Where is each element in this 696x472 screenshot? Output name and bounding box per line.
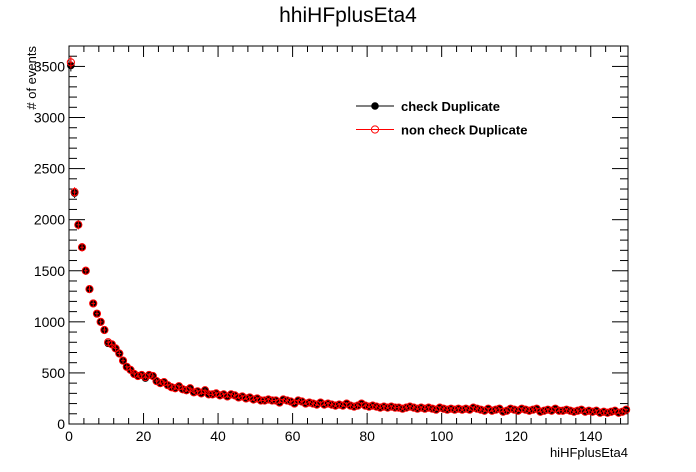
data-point: [74, 220, 83, 229]
data-point: [100, 325, 109, 335]
chart-title: hhiHFplusEta4: [279, 4, 417, 27]
data-point: [77, 243, 87, 252]
y-tick-label: 3500: [34, 58, 65, 74]
y-tick-label: 2000: [34, 212, 65, 228]
y-tick-label: 2500: [34, 161, 65, 177]
x-tick-label: 20: [136, 428, 152, 444]
x-axis-label: hiHFplusEta4: [550, 445, 628, 460]
x-tick-label: 120: [505, 428, 529, 444]
x-tick-label: 60: [285, 428, 301, 444]
x-tick-label: 0: [65, 428, 73, 444]
legend-marker: [370, 125, 380, 134]
x-tick-label: 100: [430, 428, 454, 444]
x-tick-label: 80: [359, 428, 375, 444]
y-axis-label: # of events: [24, 46, 39, 110]
data-point: [85, 285, 94, 294]
y-tick-label: 1000: [34, 314, 65, 330]
data-point: [89, 299, 98, 308]
data-point: [118, 356, 128, 365]
y-tick-label: 500: [42, 365, 66, 381]
data-point: [81, 266, 90, 275]
x-tick-label: 40: [210, 428, 226, 444]
data-point: [70, 187, 79, 197]
legend-label: check Duplicate: [401, 99, 500, 114]
data-point: [622, 405, 631, 414]
data-point: [115, 349, 124, 358]
x-tick-label: 140: [579, 428, 603, 444]
plot-frame: [68, 45, 629, 425]
y-tick-label: 0: [57, 416, 65, 432]
legend-marker: [371, 102, 379, 110]
data-point: [96, 317, 105, 326]
data-point: [92, 309, 102, 318]
y-tick-label: 3000: [34, 110, 65, 126]
y-tick-label: 1500: [34, 263, 65, 279]
legend-label: non check Duplicate: [401, 123, 527, 138]
data-point: [66, 58, 75, 67]
